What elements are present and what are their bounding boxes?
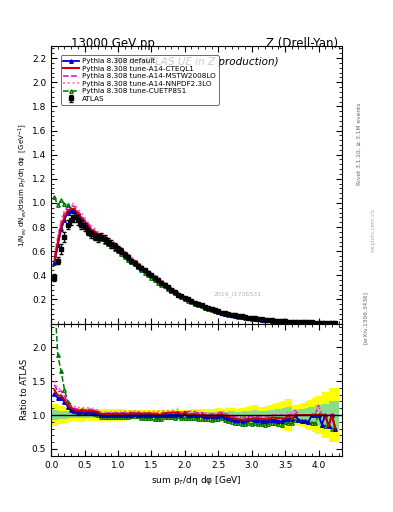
Pythia 8.308 tune-A14-CTEQL1	[333, 320, 338, 326]
Pythia 8.308 tune-A14-NNPDF2.3LO	[52, 252, 57, 258]
Pythia 8.308 default	[320, 320, 324, 326]
Pythia 8.308 tune-A14-MSTW2008LO	[139, 264, 144, 270]
Pythia 8.308 tune-CUETP8S1	[99, 236, 104, 242]
Y-axis label: 1/N$_{ev}$ dN$_{ev}$/dsum p$_{T}$/dη dφ  [GeV$^{-1}$]: 1/N$_{ev}$ dN$_{ev}$/dsum p$_{T}$/dη dφ …	[16, 123, 29, 247]
Pythia 8.308 default	[102, 236, 107, 242]
Pythia 8.308 tune-A14-CTEQL1	[102, 235, 107, 241]
Pythia 8.308 tune-A14-CTEQL1	[139, 264, 144, 270]
Pythia 8.308 tune-A14-NNPDF2.3LO	[333, 320, 338, 326]
Legend: Pythia 8.308 default, Pythia 8.308 tune-A14-CTEQL1, Pythia 8.308 tune-A14-MSTW20: Pythia 8.308 default, Pythia 8.308 tune-…	[61, 55, 219, 104]
Pythia 8.308 tune-A14-NNPDF2.3LO	[142, 265, 147, 271]
Pythia 8.308 tune-A14-NNPDF2.3LO	[69, 200, 73, 206]
Pythia 8.308 tune-CUETP8S1	[316, 319, 321, 326]
Pythia 8.308 tune-A14-CTEQL1	[142, 266, 147, 272]
Pythia 8.308 tune-A14-NNPDF2.3LO	[320, 319, 324, 326]
Y-axis label: Ratio to ATLAS: Ratio to ATLAS	[20, 359, 29, 420]
Pythia 8.308 tune-A14-CTEQL1	[320, 319, 324, 326]
Pythia 8.308 default	[142, 267, 147, 273]
Pythia 8.308 default	[196, 301, 200, 307]
Pythia 8.308 tune-CUETP8S1	[329, 320, 334, 326]
Line: Pythia 8.308 tune-A14-CTEQL1: Pythia 8.308 tune-A14-CTEQL1	[55, 209, 335, 323]
Text: Z (Drell-Yan): Z (Drell-Yan)	[266, 37, 338, 50]
Line: Pythia 8.308 default: Pythia 8.308 default	[53, 209, 337, 325]
Pythia 8.308 tune-A14-MSTW2008LO	[52, 254, 57, 260]
X-axis label: sum p$_{T}$/dη dφ [GeV]: sum p$_{T}$/dη dφ [GeV]	[151, 474, 242, 487]
Line: Pythia 8.308 tune-A14-NNPDF2.3LO: Pythia 8.308 tune-A14-NNPDF2.3LO	[55, 203, 335, 323]
Pythia 8.308 default	[152, 274, 157, 281]
Pythia 8.308 default	[139, 265, 144, 271]
Pythia 8.308 tune-A14-MSTW2008LO	[142, 266, 147, 272]
Pythia 8.308 tune-CUETP8S1	[149, 274, 154, 281]
Line: Pythia 8.308 tune-A14-MSTW2008LO: Pythia 8.308 tune-A14-MSTW2008LO	[55, 205, 335, 323]
Pythia 8.308 tune-A14-MSTW2008LO	[69, 202, 73, 208]
Text: mcplots.cern.ch: mcplots.cern.ch	[371, 208, 376, 252]
Pythia 8.308 tune-A14-MSTW2008LO	[196, 301, 200, 307]
Pythia 8.308 tune-A14-CTEQL1	[52, 258, 57, 264]
Text: Nch (ATLAS UE in Z production): Nch (ATLAS UE in Z production)	[115, 57, 278, 67]
Pythia 8.308 tune-A14-CTEQL1	[69, 206, 73, 212]
Text: 13000 GeV pp: 13000 GeV pp	[71, 37, 154, 50]
Pythia 8.308 default	[69, 208, 73, 215]
Pythia 8.308 tune-CUETP8S1	[136, 264, 140, 270]
Pythia 8.308 tune-A14-NNPDF2.3LO	[152, 272, 157, 279]
Pythia 8.308 tune-A14-CTEQL1	[152, 274, 157, 281]
Pythia 8.308 default	[333, 320, 338, 326]
Pythia 8.308 tune-A14-NNPDF2.3LO	[329, 320, 334, 326]
Text: [arXiv:1306.3436]: [arXiv:1306.3436]	[363, 291, 368, 344]
Line: Pythia 8.308 tune-CUETP8S1: Pythia 8.308 tune-CUETP8S1	[53, 195, 337, 325]
Pythia 8.308 tune-CUETP8S1	[193, 301, 197, 307]
Pythia 8.308 tune-A14-NNPDF2.3LO	[102, 232, 107, 239]
Pythia 8.308 tune-A14-MSTW2008LO	[152, 273, 157, 280]
Pythia 8.308 tune-A14-MSTW2008LO	[329, 320, 334, 326]
Pythia 8.308 tune-A14-MSTW2008LO	[102, 233, 107, 240]
Pythia 8.308 tune-CUETP8S1	[333, 320, 338, 326]
Pythia 8.308 tune-CUETP8S1	[52, 194, 57, 200]
Pythia 8.308 tune-A14-MSTW2008LO	[333, 320, 338, 326]
Pythia 8.308 tune-A14-CTEQL1	[196, 301, 200, 307]
Pythia 8.308 tune-A14-MSTW2008LO	[320, 319, 324, 326]
Text: Rivet 3.1.10, ≥ 3.1M events: Rivet 3.1.10, ≥ 3.1M events	[357, 102, 362, 184]
Pythia 8.308 default	[52, 260, 57, 266]
Pythia 8.308 tune-A14-NNPDF2.3LO	[196, 301, 200, 307]
Text: 2019_i1736531: 2019_i1736531	[214, 292, 262, 297]
Pythia 8.308 tune-A14-NNPDF2.3LO	[139, 263, 144, 269]
Pythia 8.308 tune-CUETP8S1	[139, 267, 144, 273]
